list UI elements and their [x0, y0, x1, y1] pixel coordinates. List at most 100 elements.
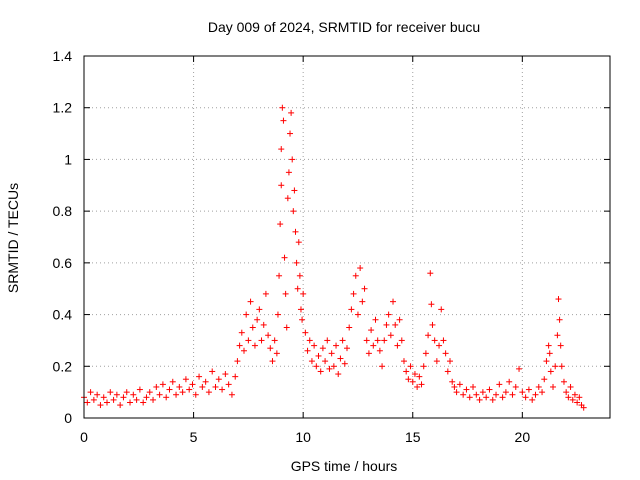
- data-point: [283, 324, 290, 331]
- data-point: [512, 383, 519, 390]
- data-point: [284, 195, 291, 202]
- data-point: [557, 342, 564, 349]
- data-point: [117, 402, 124, 409]
- data-point: [547, 368, 554, 375]
- data-point: [293, 259, 300, 266]
- data-point: [287, 130, 294, 137]
- data-point: [400, 358, 407, 365]
- data-point: [516, 365, 523, 372]
- data-point: [576, 394, 583, 401]
- data-point: [509, 391, 516, 398]
- data-point: [276, 272, 283, 279]
- data-point: [247, 298, 254, 305]
- data-point: [260, 321, 267, 328]
- data-point: [476, 396, 483, 403]
- data-point: [308, 358, 315, 365]
- data-point: [394, 342, 401, 349]
- data-point: [567, 383, 574, 390]
- data-point: [552, 363, 559, 370]
- axes: 0 5 10 15 20 0 0.2 0.4 0.6 0.8 1 1.2 1.4: [53, 48, 611, 445]
- data-point: [273, 350, 280, 357]
- data-point: [166, 386, 173, 393]
- data-point: [254, 316, 261, 323]
- data-point: [554, 332, 561, 339]
- data-point: [555, 296, 562, 303]
- data-point: [444, 368, 451, 375]
- data-point: [370, 342, 377, 349]
- data-point: [506, 378, 513, 385]
- data-point: [473, 391, 480, 398]
- data-point: [163, 394, 170, 401]
- data-point: [222, 371, 229, 378]
- data-point: [186, 386, 193, 393]
- x-axis-label: GPS time / hours: [291, 458, 398, 474]
- data-point: [243, 311, 250, 318]
- data-point: [390, 298, 397, 305]
- data-point: [291, 187, 298, 194]
- data-point: [290, 208, 297, 215]
- data-point: [456, 381, 463, 388]
- y-tick-label: 0.6: [53, 255, 73, 271]
- data-point: [107, 389, 114, 396]
- data-point: [285, 169, 292, 176]
- data-point: [565, 394, 572, 401]
- data-point: [381, 337, 388, 344]
- data-point: [330, 363, 337, 370]
- data-point: [348, 306, 355, 313]
- x-tick-label: 0: [80, 429, 88, 445]
- data-point: [199, 383, 206, 390]
- data-point: [311, 342, 318, 349]
- data-point: [428, 301, 435, 308]
- data-point: [279, 104, 286, 111]
- data-point: [205, 389, 212, 396]
- data-point: [529, 396, 536, 403]
- data-point: [580, 404, 587, 411]
- data-point: [470, 383, 477, 390]
- data-point: [179, 389, 186, 396]
- data-point: [350, 290, 357, 297]
- data-point: [374, 337, 381, 344]
- data-point: [563, 389, 570, 396]
- y-tick-label: 1.2: [53, 100, 73, 116]
- data-point: [296, 272, 303, 279]
- data-point: [425, 332, 432, 339]
- data-point: [288, 109, 295, 116]
- data-point: [449, 378, 456, 385]
- data-point: [550, 383, 557, 390]
- data-point: [493, 391, 500, 398]
- data-point: [322, 358, 329, 365]
- data-point: [403, 368, 410, 375]
- data-point: [451, 383, 458, 390]
- data-point: [483, 394, 490, 401]
- data-point: [453, 389, 460, 396]
- data-point: [238, 329, 245, 336]
- data-point: [574, 399, 581, 406]
- x-tick-label: 15: [405, 429, 421, 445]
- data-point: [409, 378, 416, 385]
- chart-title: Day 009 of 2024, SRMTID for receiver buc…: [208, 19, 480, 35]
- data-point: [344, 345, 350, 352]
- data-point: [295, 239, 302, 246]
- data-point: [385, 311, 392, 318]
- data-point: [420, 363, 427, 370]
- data-point: [352, 272, 359, 279]
- data-point: [176, 383, 183, 390]
- data-point: [335, 371, 342, 378]
- data-point: [460, 391, 467, 398]
- data-point: [407, 363, 414, 370]
- data-point: [249, 324, 256, 331]
- data-point: [292, 228, 299, 235]
- data-point: [192, 391, 199, 398]
- data-point: [545, 342, 552, 349]
- data-point: [541, 376, 548, 383]
- data-point: [304, 347, 311, 354]
- data-point: [398, 337, 405, 344]
- data-point: [317, 368, 324, 375]
- data-point: [104, 399, 111, 406]
- data-point: [173, 391, 180, 398]
- data-point: [306, 337, 313, 344]
- data-point: [535, 383, 542, 390]
- data-point: [202, 378, 209, 385]
- data-point: [486, 386, 493, 393]
- y-tick-label: 0.4: [53, 307, 73, 323]
